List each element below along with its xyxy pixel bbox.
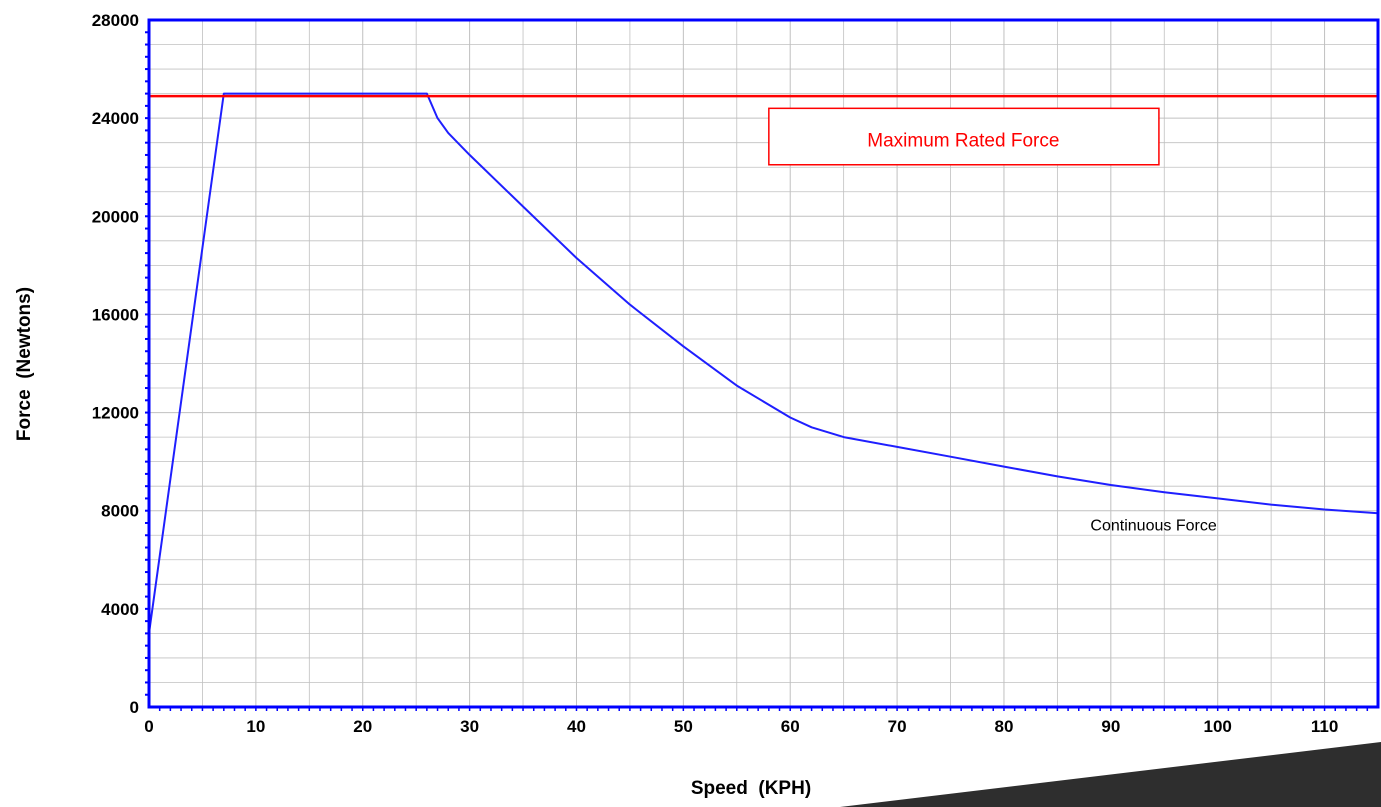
x-tick-label: 70	[888, 717, 907, 736]
x-axis-title: Speed (KPH)	[691, 778, 811, 799]
max-rated-force-box	[768, 107, 1160, 166]
y-tick-label: 12000	[92, 404, 139, 423]
continuous-force-annotation: Continuous Force	[1090, 517, 1216, 534]
grid-lines	[149, 20, 1378, 707]
axes	[145, 18, 1380, 711]
y-tick-label: 24000	[92, 109, 139, 128]
corner-decoration	[840, 742, 1381, 807]
x-tick-label: 80	[994, 717, 1013, 736]
y-tick-label: 8000	[101, 502, 139, 521]
x-tick-label: 0	[144, 717, 153, 736]
y-tick-label: 28000	[92, 11, 139, 30]
y-tick-label: 4000	[101, 600, 139, 619]
x-tick-label: 60	[781, 717, 800, 736]
y-tick-label: 0	[130, 698, 139, 717]
x-tick-label: 30	[460, 717, 479, 736]
x-tick-label: 10	[246, 717, 265, 736]
x-tick-label: 100	[1204, 717, 1232, 736]
x-tick-label: 50	[674, 717, 693, 736]
continuous-force-line	[148, 92, 1379, 634]
x-tick-label: 20	[353, 717, 372, 736]
series-layer	[148, 92, 1379, 634]
annotations: Maximum Rated Force Continuous Force	[768, 107, 1217, 534]
y-axis-title: Force (Newtons)	[14, 287, 35, 441]
tick-labels: 0 10 20 30 40 50 60 70 80 90 100 110 0 4000 8000 12000 1…	[92, 11, 1339, 736]
x-tick-label: 90	[1101, 717, 1120, 736]
x-tick-label: 110	[1311, 717, 1338, 736]
x-tick-label: 40	[567, 717, 586, 736]
max-rated-force-annotation: Maximum Rated Force	[867, 130, 1059, 151]
y-tick-label: 16000	[92, 305, 139, 324]
y-tick-label: 20000	[92, 207, 139, 226]
